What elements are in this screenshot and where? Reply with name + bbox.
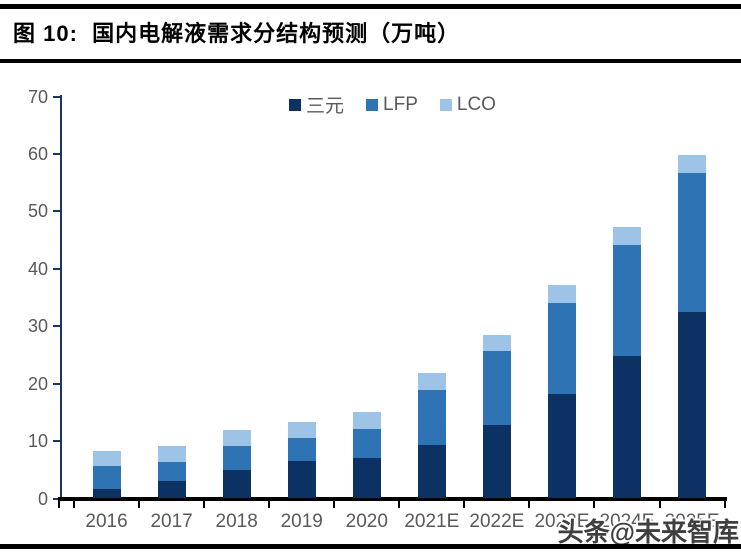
bar-segment-2016-LFP <box>92 466 121 490</box>
x-axis-tick <box>593 499 596 508</box>
y-tick-label: 10 <box>27 431 48 452</box>
y-axis-line <box>60 95 62 501</box>
x-axis-tick <box>58 499 60 508</box>
bar-segment-2017-LFP <box>157 462 186 482</box>
bar-segment-2025E-LCO <box>678 155 707 174</box>
bar-segment-2020-三元 <box>352 457 381 499</box>
x-axis-tick <box>203 499 206 508</box>
bar-segment-2018-LFP <box>222 446 251 471</box>
x-axis-tick <box>138 499 141 508</box>
bar-segment-2022E-LCO <box>482 335 511 352</box>
bar-segment-2022E-三元 <box>482 424 511 499</box>
bar-segment-2018-三元 <box>222 470 251 499</box>
x-axis-line <box>58 497 727 501</box>
y-axis-tick <box>53 95 60 98</box>
x-category-label: 2022E <box>469 510 525 532</box>
bar-segment-2023E-LCO <box>547 285 576 303</box>
x-category-label: 2021E <box>404 510 460 532</box>
y-axis-tick <box>53 325 60 328</box>
y-axis-tick <box>53 497 60 500</box>
x-category-label: 2018 <box>215 510 258 532</box>
legend-label: 三元 <box>306 96 345 117</box>
legend-label: LFP <box>383 93 418 115</box>
x-category-label: 2016 <box>85 510 128 532</box>
legend-item-LCO: LCO <box>439 93 496 116</box>
y-axis-tick <box>53 440 60 443</box>
legend-swatch-icon <box>439 98 452 111</box>
bar-segment-2023E-LFP <box>547 302 576 394</box>
bar-segment-2017-三元 <box>157 481 186 499</box>
y-tick-label: 50 <box>27 201 48 222</box>
x-category-label: 2020 <box>345 510 388 532</box>
legend-label: LCO <box>456 93 496 115</box>
watermark: 头条@未来智库 <box>557 517 739 547</box>
bar-segment-2016-LCO <box>92 450 121 467</box>
bar-segment-2025E-三元 <box>678 312 707 499</box>
bar-segment-2021E-LCO <box>417 372 446 390</box>
y-tick-label: 40 <box>27 258 48 279</box>
y-tick-label: 60 <box>27 143 48 164</box>
bar-segment-2020-LFP <box>352 429 381 458</box>
bar-segment-2021E-LFP <box>417 389 446 445</box>
x-category-label: 2025E <box>664 510 720 532</box>
figure-title: 图 10: 国内电解液需求分结构预测（万吨） <box>13 21 461 46</box>
x-axis-tick <box>333 499 336 508</box>
x-category-label: 2017 <box>150 510 193 532</box>
x-category-label: 2019 <box>280 510 323 532</box>
bar-segment-2025E-LFP <box>678 173 707 313</box>
legend-item-LFP: LFP <box>366 94 418 116</box>
x-category-label: 2023E <box>534 510 590 532</box>
top-rule <box>0 4 741 9</box>
bar-segment-2021E-三元 <box>417 444 446 499</box>
x-axis-tick <box>73 499 75 508</box>
legend-item-三元: 三元 <box>289 91 344 118</box>
y-tick-label: 0 <box>37 488 48 509</box>
y-tick-label: 70 <box>27 86 48 107</box>
bar-segment-2019-LFP <box>287 438 316 462</box>
y-tick-label: 30 <box>27 316 48 337</box>
x-axis-tick <box>268 499 271 508</box>
bar-segment-2023E-三元 <box>547 393 576 499</box>
y-axis-tick <box>53 382 60 385</box>
bar-segment-2017-LCO <box>157 446 186 463</box>
bar-segment-2019-LCO <box>287 421 316 439</box>
bar-segment-2020-LCO <box>352 412 381 429</box>
bottom-rule <box>0 544 741 549</box>
x-axis-tick <box>723 499 726 508</box>
bar-segment-2022E-LFP <box>482 351 511 425</box>
y-axis-tick <box>53 267 60 270</box>
x-category-label: 2024E <box>599 510 655 532</box>
x-axis-tick <box>463 499 466 508</box>
x-axis-tick <box>398 499 401 508</box>
chart-legend: 三元 LFP LCO <box>60 91 725 118</box>
x-axis-tick <box>528 499 531 508</box>
bar-segment-2024E-LCO <box>613 226 641 245</box>
bar-segment-2016-三元 <box>92 489 121 499</box>
y-axis-tick <box>53 152 60 155</box>
bar-segment-2018-LCO <box>222 429 251 447</box>
title-divider-rule <box>0 59 741 63</box>
bar-segment-2024E-LFP <box>613 244 641 357</box>
y-tick-label: 20 <box>27 373 48 394</box>
bar-segment-2019-三元 <box>287 461 316 499</box>
legend-swatch-icon <box>366 98 379 111</box>
legend-swatch-icon <box>289 98 302 111</box>
bar-segment-2024E-三元 <box>613 356 641 499</box>
y-axis-tick <box>53 210 60 213</box>
x-axis-tick <box>658 499 661 508</box>
